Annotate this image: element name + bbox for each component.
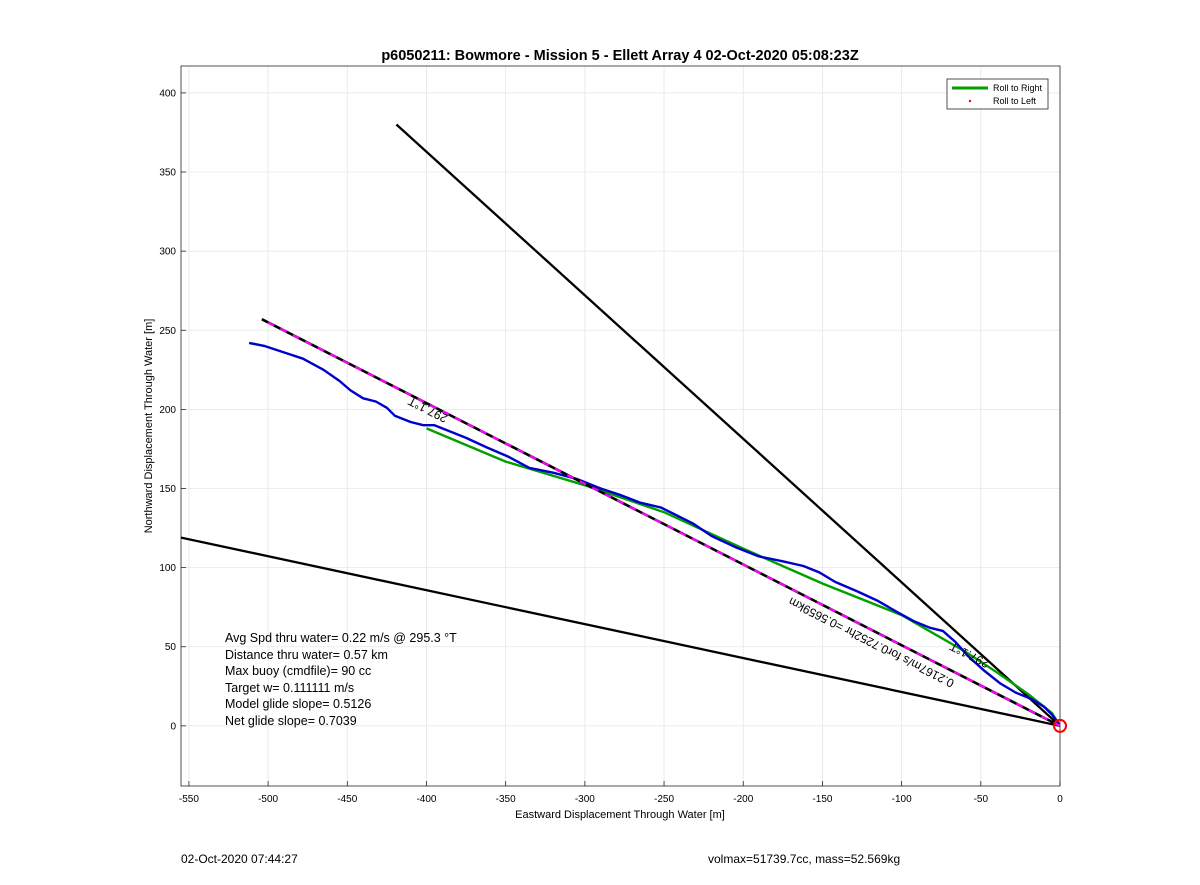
legend-box <box>946 78 1049 110</box>
start-marker <box>1053 718 1067 733</box>
stat-avg-speed: Avg Spd thru water= 0.22 m/s @ 295.3 °T <box>225 631 457 645</box>
tick-labels: -550 -500 -450 -400 -350 -300 -250 -200 -150 -100… <box>159 88 1063 805</box>
legend-label-roll-right: Roll to Right <box>993 83 1043 93</box>
series-bound-line <box>181 536 1060 728</box>
legend: Roll to Right Roll to Left <box>946 78 1049 110</box>
x-tick-label: -450 <box>337 794 357 805</box>
x-tick-label: -400 <box>416 794 436 805</box>
legend-label-roll-left: Roll to Left <box>993 96 1037 106</box>
x-tick-label: -550 <box>179 794 199 805</box>
footer-timestamp: 02-Oct-2020 07:44:27 <box>181 852 298 866</box>
stats-block: Avg Spd thru water= 0.22 m/s @ 295.3 °T … <box>225 630 457 730</box>
y-tick-label: 0 <box>170 721 176 732</box>
y-axis-label: Northward Displacement Through Water [m] <box>143 319 155 534</box>
x-tick-label: -350 <box>496 794 516 805</box>
y-tick-label: 150 <box>159 484 176 495</box>
x-tick-label: -50 <box>974 794 989 805</box>
x-axis-label: Eastward Displacement Through Water [m] <box>515 809 725 821</box>
series-group <box>181 123 1060 728</box>
series-roll-to-right <box>426 427 1060 727</box>
x-tick-label: -200 <box>733 794 753 805</box>
footer-vol-mass: volmax=51739.7cc, mass=52.569kg <box>708 852 901 866</box>
stat-distance: Distance thru water= 0.57 km <box>225 647 388 662</box>
y-tick-label: 100 <box>159 563 176 574</box>
y-tick-label: 300 <box>159 247 176 258</box>
y-tick-label: 50 <box>165 642 177 653</box>
series-track <box>248 341 1060 727</box>
stat-model-glide: Model glide slope= 0.5126 <box>225 697 372 712</box>
heading-line-dashed <box>261 318 1060 727</box>
x-tick-label: -300 <box>575 794 595 805</box>
y-tick-label: 400 <box>159 88 176 99</box>
start-marker-layer <box>1053 718 1067 733</box>
x-tick-label: -250 <box>654 794 674 805</box>
chart-title: p6050211: Bowmore - Mission 5 - Ellett A… <box>381 48 859 64</box>
stat-max-buoy: Max buoy (cmdfile)= 90 cc <box>225 664 372 679</box>
y-tick-label: 350 <box>159 168 176 179</box>
x-tick-label: -150 <box>812 794 832 805</box>
stat-net-glide: Net glide slope= 0.7039 <box>225 713 357 728</box>
series-bound-line <box>395 123 1060 727</box>
axes-box <box>180 65 1061 787</box>
legend-swatch-roll-left <box>968 99 972 103</box>
y-tick-label: 200 <box>159 405 176 416</box>
stat-target-w: Target w= 0.111111 m/s <box>225 680 355 695</box>
x-tick-label: 0 <box>1057 794 1063 805</box>
y-tick-label: 250 <box>159 326 176 337</box>
x-tick-label: -100 <box>892 794 912 805</box>
x-tick-label: -500 <box>258 794 278 805</box>
